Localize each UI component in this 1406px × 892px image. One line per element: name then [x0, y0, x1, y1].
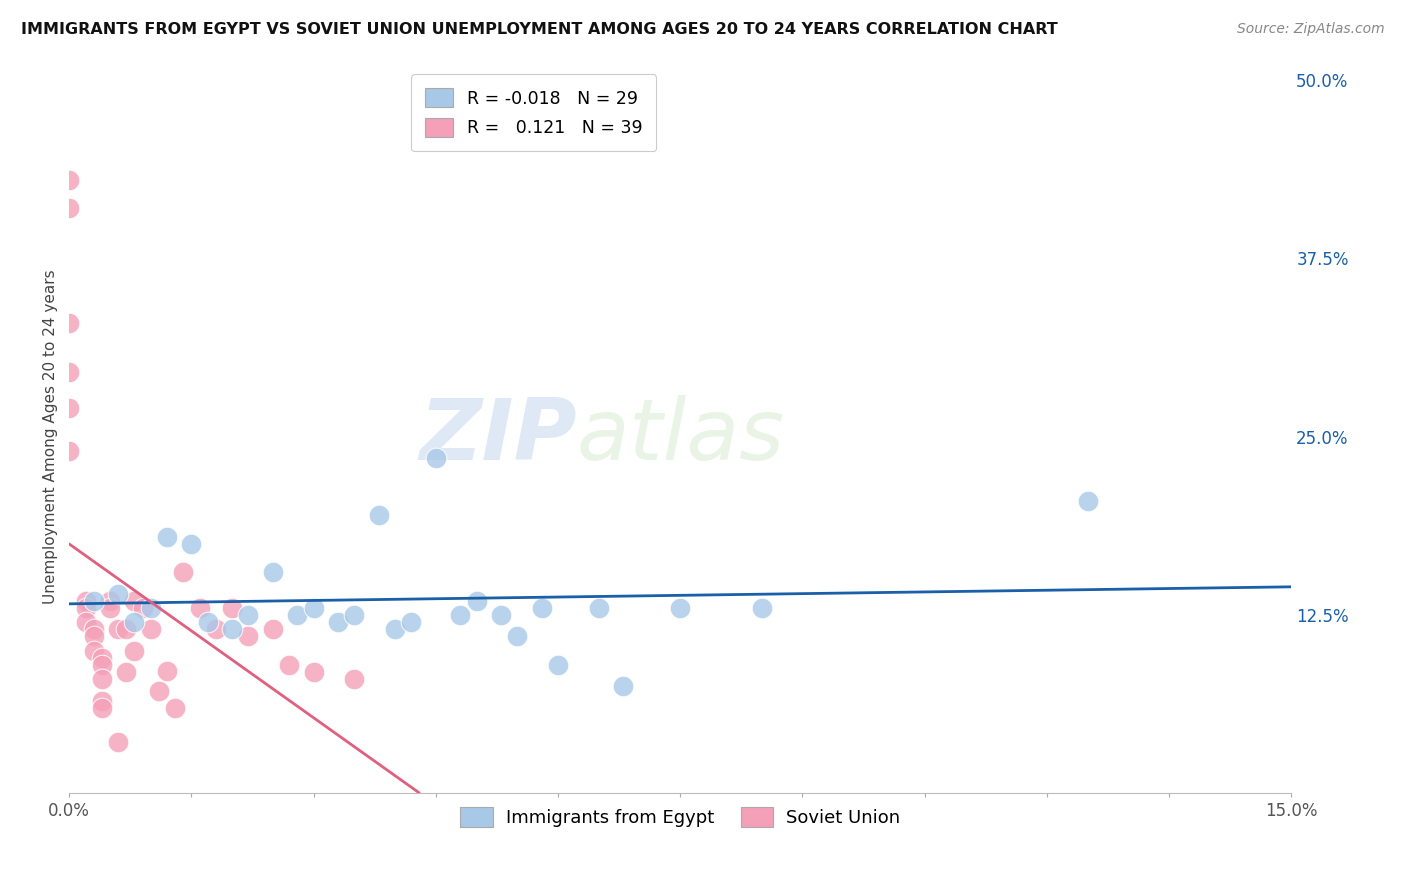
Point — [98, 593, 121, 607]
Point — [302, 665, 325, 679]
Point — [547, 657, 569, 672]
Point — [107, 586, 129, 600]
Point — [343, 607, 366, 622]
Text: Source: ZipAtlas.com: Source: ZipAtlas.com — [1237, 22, 1385, 37]
Point — [188, 600, 211, 615]
Point — [83, 593, 105, 607]
Point — [180, 536, 202, 550]
Point — [612, 679, 634, 693]
Point — [165, 700, 187, 714]
Point — [751, 600, 773, 615]
Point — [98, 600, 121, 615]
Point — [124, 615, 146, 629]
Point — [278, 657, 301, 672]
Point — [221, 622, 243, 636]
Point — [107, 735, 129, 749]
Point — [75, 615, 97, 629]
Point — [401, 615, 423, 629]
Point — [90, 650, 112, 665]
Point — [139, 622, 162, 636]
Point — [148, 683, 170, 698]
Point — [131, 600, 153, 615]
Point — [115, 665, 138, 679]
Point — [124, 643, 146, 657]
Point — [285, 607, 308, 622]
Point — [506, 629, 529, 643]
Point — [238, 629, 260, 643]
Legend: Immigrants from Egypt, Soviet Union: Immigrants from Egypt, Soviet Union — [453, 800, 907, 834]
Point — [139, 600, 162, 615]
Point — [90, 657, 112, 672]
Point — [238, 607, 260, 622]
Point — [58, 202, 80, 216]
Text: IMMIGRANTS FROM EGYPT VS SOVIET UNION UNEMPLOYMENT AMONG AGES 20 TO 24 YEARS COR: IMMIGRANTS FROM EGYPT VS SOVIET UNION UN… — [21, 22, 1057, 37]
Point — [83, 622, 105, 636]
Point — [107, 622, 129, 636]
Point — [58, 173, 80, 187]
Point — [367, 508, 389, 523]
Text: ZIP: ZIP — [419, 395, 576, 478]
Y-axis label: Unemployment Among Ages 20 to 24 years: Unemployment Among Ages 20 to 24 years — [44, 269, 58, 604]
Point — [205, 622, 228, 636]
Point — [489, 607, 512, 622]
Point — [530, 600, 553, 615]
Point — [384, 622, 406, 636]
Point — [58, 366, 80, 380]
Point — [83, 643, 105, 657]
Point — [90, 700, 112, 714]
Point — [1077, 494, 1099, 508]
Point — [156, 664, 179, 678]
Point — [262, 622, 284, 636]
Point — [115, 622, 138, 636]
Point — [58, 401, 80, 416]
Point — [172, 565, 194, 579]
Point — [425, 451, 447, 466]
Point — [58, 316, 80, 330]
Point — [75, 593, 97, 607]
Point — [221, 600, 243, 615]
Point — [262, 565, 284, 579]
Point — [588, 600, 610, 615]
Point — [156, 529, 179, 543]
Point — [669, 600, 692, 615]
Point — [343, 672, 366, 686]
Point — [465, 593, 488, 607]
Point — [449, 607, 471, 622]
Point — [197, 615, 219, 629]
Point — [83, 629, 105, 643]
Point — [75, 600, 97, 615]
Text: atlas: atlas — [576, 395, 785, 478]
Point — [302, 600, 325, 615]
Point — [90, 693, 112, 707]
Point — [326, 615, 349, 629]
Point — [124, 593, 146, 607]
Point — [90, 672, 112, 686]
Point — [58, 444, 80, 458]
